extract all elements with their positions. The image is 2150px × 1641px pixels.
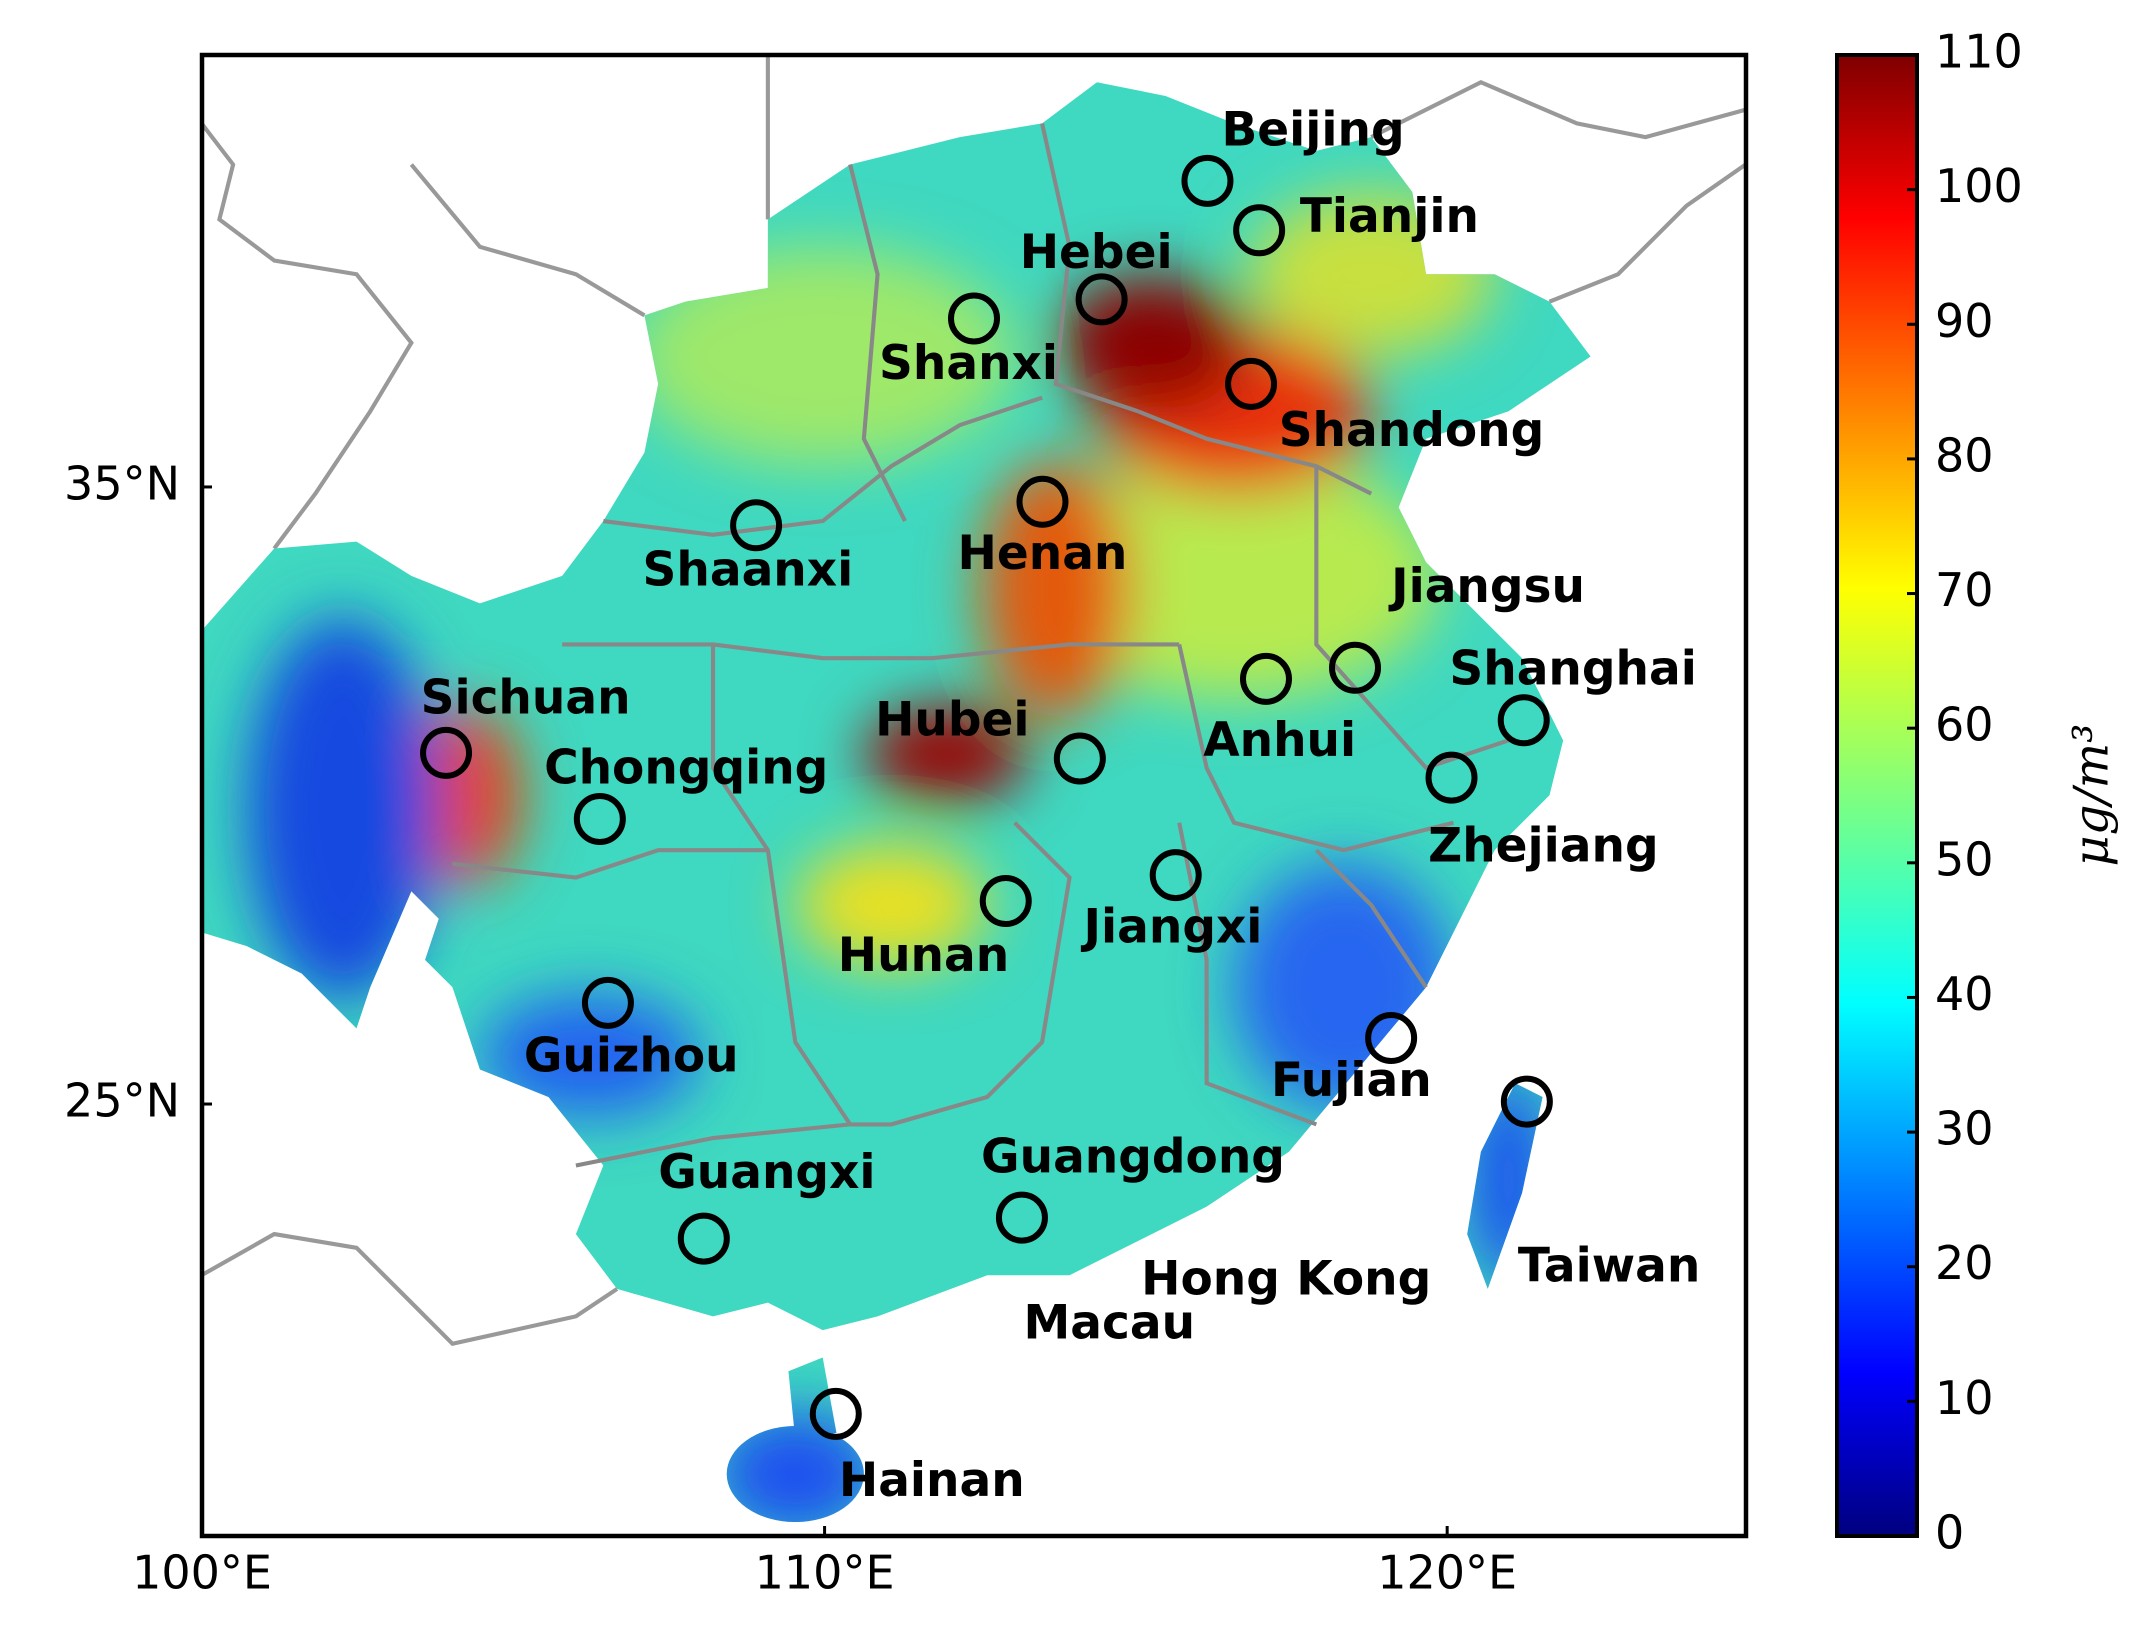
colorbar-tick-label: 60: [1935, 698, 1994, 752]
site-marker: [573, 792, 626, 845]
site-marker: [809, 1387, 862, 1440]
colorbar-tick-label: 70: [1935, 563, 1994, 617]
site-label: Shaanxi: [643, 543, 854, 598]
colorbar-tick-label: 30: [1935, 1102, 1994, 1156]
site-marker: [1500, 1075, 1553, 1128]
site-label: Sichuan: [421, 670, 631, 725]
colorbar-tick-label: 100: [1935, 159, 2023, 213]
site-label: Guangxi: [658, 1145, 875, 1200]
site-marker: [1425, 751, 1478, 804]
site-label: Shanghai: [1449, 642, 1696, 697]
site-label: Fujian: [1271, 1053, 1432, 1108]
site-marker: [1016, 475, 1069, 528]
site-marker: [581, 976, 634, 1029]
site-marker: [1239, 652, 1292, 705]
site-marker: [1149, 849, 1202, 902]
site-label: Taiwan: [1518, 1238, 1700, 1293]
site-label: Guangdong: [981, 1129, 1285, 1184]
x-tick-label: 120°E: [1377, 1546, 1517, 1600]
colorbar-label: μg/m³: [2064, 724, 2120, 867]
site-marker: [1053, 732, 1106, 785]
site-label: Jiangsu: [1388, 559, 1585, 614]
site-label: Hebei: [1020, 225, 1173, 280]
site-marker: [1497, 694, 1550, 747]
site-marker: [995, 1191, 1048, 1244]
y-tick-label: 35°N: [64, 456, 180, 510]
site-label: Hubei: [875, 692, 1029, 747]
site-marker: [979, 875, 1032, 928]
x-tick-label: 100°E: [132, 1546, 272, 1600]
map-background: [201, 54, 1746, 1536]
site-marker: [1225, 357, 1278, 410]
site-marker: [1329, 641, 1382, 694]
site-marker: [1181, 154, 1234, 207]
colorbar-tick-label: 20: [1935, 1236, 1994, 1290]
site-label: Shanxi: [879, 336, 1058, 391]
site-marker: [677, 1212, 730, 1265]
plot-frame: [199, 52, 1749, 1539]
site-label: Beijing: [1221, 102, 1404, 157]
colorbar-tick-label: 110: [1935, 25, 2023, 79]
colorbar: [1835, 53, 1919, 1538]
y-tick-label: 25°N: [64, 1074, 180, 1128]
colorbar-tick-label: 10: [1935, 1371, 1994, 1425]
site-label: Zhejiang: [1428, 818, 1658, 873]
site-label: Tianjin: [1300, 189, 1479, 244]
place-label: Hong Kong: [1141, 1252, 1431, 1307]
colorbar-tick-label: 0: [1935, 1506, 1964, 1560]
site-label: Hainan: [839, 1453, 1025, 1508]
site-label: Guizhou: [524, 1029, 739, 1084]
site-label: Henan: [958, 526, 1128, 581]
site-label: Hunan: [838, 928, 1009, 983]
site-label: Shandong: [1279, 403, 1545, 458]
site-marker: [730, 499, 783, 552]
site-marker: [1365, 1012, 1418, 1065]
x-tick-label: 110°E: [755, 1546, 895, 1600]
site-marker: [1075, 273, 1128, 326]
place-label: Macau: [1024, 1295, 1196, 1350]
site-label: Anhui: [1203, 713, 1356, 768]
colorbar-tick-label: 40: [1935, 967, 1994, 1021]
site-label: Chongqing: [544, 740, 828, 795]
site-label: Jiangxi: [1081, 899, 1263, 954]
site-marker: [420, 726, 473, 779]
colorbar-tick-label: 50: [1935, 832, 1994, 886]
site-marker: [948, 292, 1000, 345]
colorbar-tick-label: 90: [1935, 294, 1994, 348]
site-marker: [1233, 204, 1286, 257]
colorbar-tick-label: 80: [1935, 428, 1994, 482]
